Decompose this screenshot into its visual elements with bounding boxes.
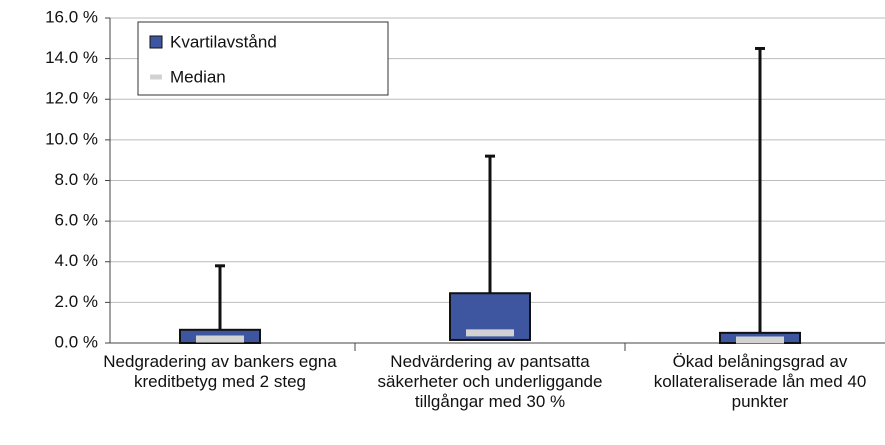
x-tick-label: Nedgradering av bankers egna kreditbetyg… [103, 352, 337, 391]
x-tick-label: Ökad belåningsgrad av kollateraliserade … [653, 352, 867, 411]
y-tick-label: 14.0 % [45, 48, 98, 67]
y-tick-label: 2.0 % [55, 292, 98, 311]
legend-label: Kvartilavstånd [170, 32, 277, 51]
y-tick-label: 4.0 % [55, 251, 98, 270]
legend-label: Median [170, 67, 226, 86]
y-tick-label: 10.0 % [45, 129, 98, 148]
y-tick-label: 12.0 % [45, 89, 98, 108]
x-tick-label: Nedvärdering av pantsatta säkerheter och… [377, 352, 603, 411]
y-tick-label: 8.0 % [55, 170, 98, 189]
legend-swatch [149, 35, 163, 49]
legend [137, 21, 389, 96]
y-tick-label: 0.0 % [55, 332, 98, 351]
y-tick-label: 16.0 % [45, 7, 98, 26]
y-tick-label: 6.0 % [55, 211, 98, 230]
